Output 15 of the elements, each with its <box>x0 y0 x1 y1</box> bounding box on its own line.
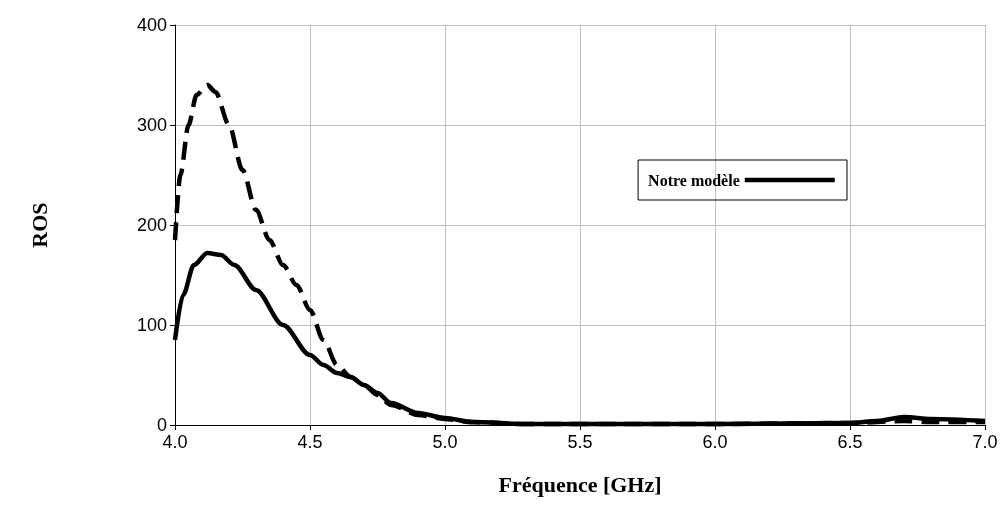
x-tick-label: 5.5 <box>567 432 593 452</box>
x-tick-label: 6.0 <box>702 432 728 452</box>
y-tick-label: 400 <box>136 15 167 35</box>
y-axis-title: ROS <box>26 202 52 248</box>
y-tick-label: 300 <box>136 115 167 135</box>
x-tick-label: 5.0 <box>432 432 458 452</box>
y-tick-label: 0 <box>156 415 167 435</box>
y-tick-label: 100 <box>136 315 167 335</box>
x-axis-title: Fréquence [GHz] <box>498 471 662 497</box>
x-tick-label: 4.0 <box>162 432 188 452</box>
x-tick-label: 7.0 <box>972 432 998 452</box>
text: Notre modèle <box>648 171 740 189</box>
y-tick-label: 200 <box>136 215 167 235</box>
x-tick-label: 4.5 <box>297 432 323 452</box>
x-tick-label: 6.5 <box>837 432 863 452</box>
